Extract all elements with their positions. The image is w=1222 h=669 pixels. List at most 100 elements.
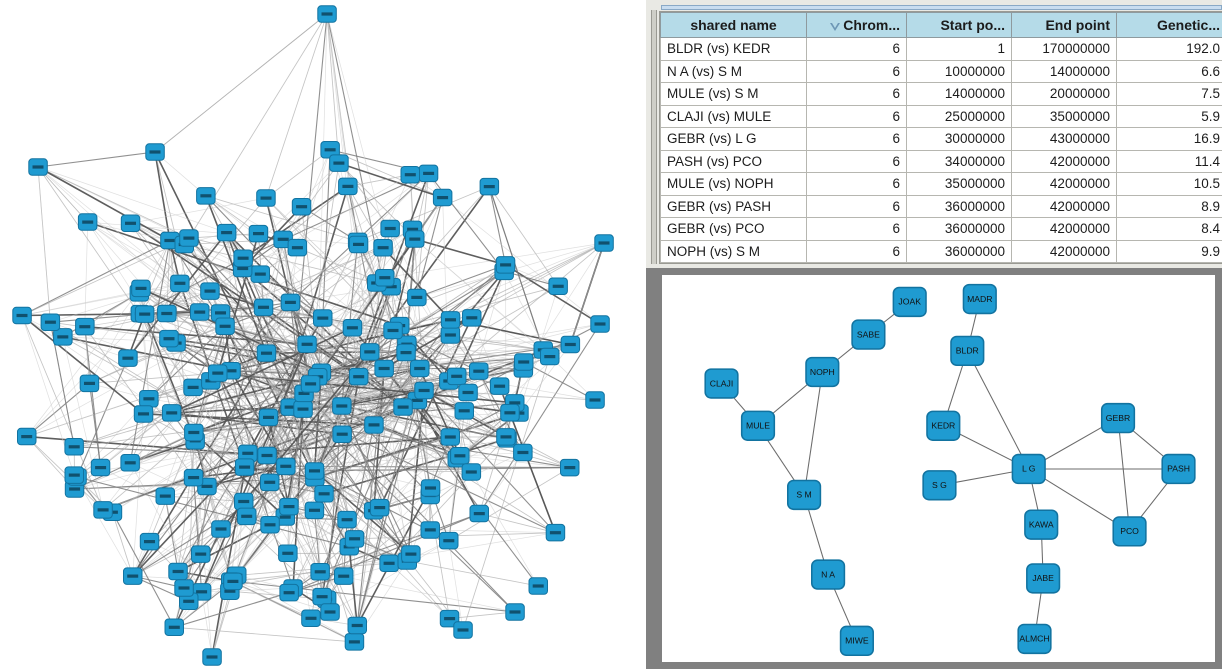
cell-start_point[interactable]: 34000000 (906, 149, 1012, 173)
network-node[interactable]: GEBR (1100, 402, 1136, 434)
cell-end_point[interactable]: 20000000 (1011, 82, 1117, 106)
main-network-edge[interactable] (321, 330, 394, 373)
cell-genetic[interactable]: 192.0 (1116, 37, 1222, 61)
main-network-edge[interactable] (236, 574, 355, 643)
main-network-edge[interactable] (471, 317, 544, 351)
main-network-edge[interactable] (205, 195, 324, 319)
main-network-edge[interactable] (488, 186, 507, 266)
main-network-edge[interactable] (26, 382, 90, 438)
main-network-edge[interactable] (306, 282, 377, 345)
main-network-edge[interactable] (338, 162, 443, 199)
main-network-edge[interactable] (132, 452, 249, 577)
main-network-edge[interactable] (317, 376, 461, 457)
main-network-edge[interactable] (388, 436, 507, 564)
main-network-edge[interactable] (450, 334, 544, 351)
cell-shared_name[interactable]: GEBR (vs) L G (660, 127, 807, 151)
main-network-edge[interactable] (21, 240, 171, 316)
table-row[interactable]: MULE (vs) NOPH 6 35000000 42000000 10.5 (660, 172, 1222, 196)
main-network-edge[interactable] (488, 186, 559, 287)
cell-chromosome[interactable]: 6 (806, 172, 907, 196)
network-node[interactable]: PCO (1112, 516, 1147, 547)
main-network-edge[interactable] (62, 336, 232, 372)
main-network-edge[interactable] (50, 321, 287, 467)
cell-shared_name[interactable]: N A (vs) S M (660, 59, 807, 83)
cell-shared_name[interactable]: MULE (vs) S M (660, 82, 807, 106)
main-network-edge[interactable] (265, 197, 400, 326)
main-network-edge[interactable] (389, 228, 469, 393)
main-network-edge[interactable] (217, 247, 384, 374)
cell-start_point[interactable]: 35000000 (906, 172, 1012, 196)
main-network-edge[interactable] (407, 560, 539, 587)
main-network-edge[interactable] (338, 163, 359, 245)
main-network-edge[interactable] (154, 151, 171, 241)
main-network-edge[interactable] (449, 611, 516, 620)
main-network-edge[interactable] (224, 326, 291, 408)
main-network-edge[interactable] (21, 315, 104, 511)
main-network-edge[interactable] (205, 195, 358, 242)
main-network-edge[interactable] (416, 197, 444, 298)
cell-genetic[interactable]: 6.6 (1116, 59, 1222, 83)
cell-end_point[interactable]: 42000000 (1011, 239, 1117, 263)
table-row[interactable]: GEBR (vs) PCO 6 36000000 42000000 8.4 (660, 217, 1222, 241)
network-node[interactable]: SABE (851, 319, 886, 350)
cell-shared_name[interactable]: PASH (vs) PCO (660, 149, 807, 173)
main-network-edge[interactable] (89, 372, 218, 384)
main-network-edge[interactable] (84, 326, 102, 468)
table-row[interactable]: GEBR (vs) L G 6 30000000 43000000 16.9 (660, 127, 1222, 151)
main-network-edge[interactable] (102, 452, 248, 511)
main-network-edge[interactable] (193, 302, 291, 433)
main-network-edge[interactable] (314, 436, 451, 479)
main-network-edge[interactable] (382, 247, 452, 321)
main-network-edge[interactable] (265, 149, 331, 199)
cell-end_point[interactable]: 170000000 (1011, 37, 1117, 61)
network-node[interactable]: JOAK (892, 286, 927, 318)
main-network-edge[interactable] (50, 313, 145, 323)
network-node[interactable]: NOPH (805, 356, 840, 388)
main-network-edge[interactable] (285, 466, 321, 572)
main-network-edge[interactable] (282, 186, 349, 240)
subnetwork-edge[interactable] (966, 350, 1030, 470)
network-node[interactable]: CLAJI (704, 368, 739, 399)
main-network-edge[interactable] (430, 380, 450, 489)
cell-shared_name[interactable]: NOPH (vs) S M (660, 239, 807, 263)
main-network-edge[interactable] (409, 174, 425, 391)
main-network-edge[interactable] (282, 239, 315, 471)
subnetwork-edge[interactable] (1117, 418, 1131, 532)
table-row[interactable]: PASH (vs) PCO 6 34000000 42000000 11.4 (660, 149, 1222, 173)
main-network-edge[interactable] (263, 239, 284, 308)
table-row[interactable]: BLDR (vs) KEDR 6 1 170000000 192.0 (660, 37, 1222, 61)
main-network-canvas[interactable] (0, 0, 646, 669)
main-network-edge[interactable] (84, 326, 90, 384)
main-network-edge[interactable] (282, 239, 312, 385)
main-network-edge[interactable] (314, 13, 328, 478)
cell-end_point[interactable]: 42000000 (1011, 217, 1117, 241)
main-network-edge[interactable] (37, 166, 89, 223)
main-network-edge[interactable] (399, 325, 451, 619)
main-network-edge[interactable] (230, 580, 355, 643)
main-network-edge[interactable] (329, 149, 443, 198)
cell-end_point[interactable]: 43000000 (1011, 127, 1117, 151)
cell-start_point[interactable]: 36000000 (906, 194, 1012, 218)
main-network-edge[interactable] (442, 197, 601, 325)
cell-genetic[interactable]: 7.5 (1116, 82, 1222, 106)
main-network-edge[interactable] (166, 197, 267, 314)
main-network-edge[interactable] (456, 375, 596, 401)
main-network-edge[interactable] (290, 406, 507, 438)
main-network-edge[interactable] (357, 186, 490, 242)
main-network-edge[interactable] (384, 242, 605, 279)
main-network-edge[interactable] (448, 458, 458, 541)
cell-genetic[interactable]: 10.5 (1116, 172, 1222, 196)
main-network-edge[interactable] (37, 166, 190, 239)
main-network-edge[interactable] (326, 13, 340, 164)
network-node[interactable]: MIWE (839, 625, 874, 657)
main-network-edge[interactable] (89, 240, 171, 384)
main-network-edge[interactable] (347, 174, 411, 187)
main-network-edge[interactable] (358, 376, 469, 393)
main-network-edge[interactable] (285, 452, 523, 467)
network-node[interactable]: N A (811, 559, 846, 590)
main-network-edge[interactable] (225, 325, 400, 327)
main-network-edge[interactable] (21, 292, 140, 316)
network-node[interactable]: PASH (1161, 453, 1196, 485)
network-node[interactable]: S M (787, 479, 822, 511)
main-network-edge[interactable] (21, 237, 190, 316)
